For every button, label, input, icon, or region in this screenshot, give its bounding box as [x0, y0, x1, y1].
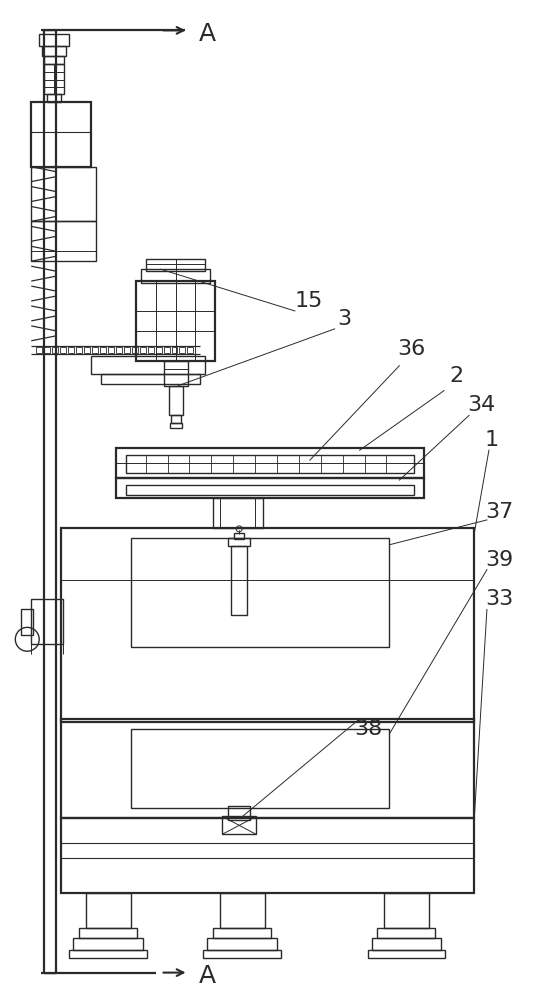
Bar — [132, 347, 138, 353]
Bar — [86, 893, 131, 928]
Bar — [385, 893, 429, 928]
Bar — [126, 455, 414, 473]
Bar — [148, 347, 154, 353]
Bar — [52, 347, 58, 353]
Bar — [187, 347, 193, 353]
Text: 33: 33 — [485, 589, 513, 609]
Bar — [213, 928, 271, 938]
Bar — [170, 415, 181, 423]
Bar — [164, 361, 188, 386]
Text: 37: 37 — [485, 502, 513, 522]
Text: 1: 1 — [485, 430, 499, 450]
Bar — [61, 818, 474, 893]
Bar — [44, 56, 64, 64]
Text: 2: 2 — [449, 366, 463, 386]
Bar — [36, 347, 42, 353]
Bar — [140, 347, 145, 353]
Bar — [234, 533, 244, 539]
Bar — [136, 281, 215, 361]
Bar — [131, 538, 390, 647]
Bar — [39, 34, 69, 46]
Bar — [228, 806, 250, 820]
Text: 3: 3 — [338, 309, 352, 329]
Bar — [126, 485, 414, 495]
Bar — [68, 347, 74, 353]
Text: 34: 34 — [467, 395, 495, 415]
Text: 15: 15 — [295, 291, 323, 311]
Bar — [91, 356, 206, 374]
Bar — [61, 528, 474, 722]
Bar — [222, 816, 256, 834]
Bar — [155, 347, 161, 353]
Bar — [60, 347, 66, 353]
Bar — [108, 347, 114, 353]
Bar — [124, 347, 129, 353]
Bar — [171, 347, 177, 353]
Text: 39: 39 — [485, 550, 513, 570]
Bar — [73, 938, 143, 950]
Bar — [116, 448, 424, 478]
Text: A: A — [198, 964, 215, 988]
Bar — [116, 478, 424, 498]
Bar — [116, 347, 122, 353]
Bar — [207, 938, 277, 950]
Bar — [76, 347, 82, 353]
Bar — [44, 64, 64, 94]
Bar — [31, 102, 91, 167]
Text: 36: 36 — [397, 339, 425, 359]
Bar — [79, 928, 137, 938]
Bar — [31, 221, 96, 261]
Bar — [368, 950, 445, 958]
Bar — [371, 938, 441, 950]
Text: A: A — [198, 22, 215, 46]
Bar — [170, 423, 182, 428]
Bar — [228, 538, 250, 546]
Bar — [231, 546, 247, 615]
Bar — [31, 167, 96, 221]
Bar — [203, 950, 281, 958]
Bar — [47, 94, 61, 102]
Bar — [101, 374, 201, 384]
Bar — [21, 609, 33, 635]
Bar — [42, 46, 66, 56]
Bar — [69, 950, 147, 958]
Bar — [131, 729, 390, 808]
Bar — [31, 599, 63, 644]
Bar — [213, 498, 263, 528]
Bar — [164, 347, 170, 353]
Bar — [145, 259, 206, 271]
Text: 38: 38 — [355, 719, 383, 739]
Bar — [61, 719, 474, 818]
Bar — [44, 347, 50, 353]
Bar — [100, 347, 106, 353]
Bar — [84, 347, 90, 353]
Bar — [169, 386, 183, 415]
Bar — [180, 347, 186, 353]
Bar — [220, 893, 265, 928]
Bar — [92, 347, 98, 353]
Bar — [377, 928, 435, 938]
Bar — [141, 269, 210, 283]
